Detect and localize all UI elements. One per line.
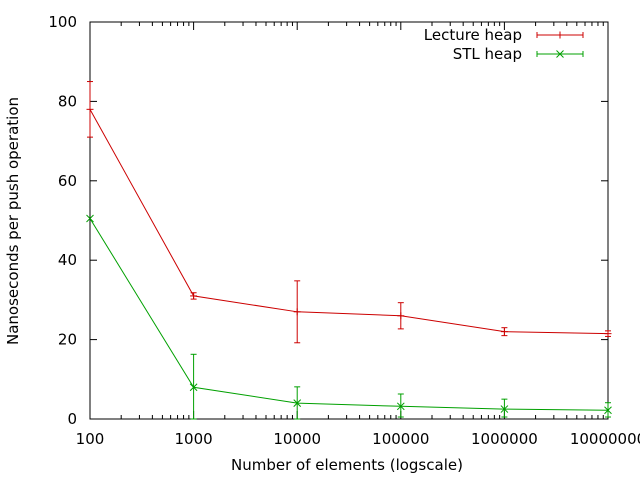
legend-label: STL heap bbox=[453, 45, 522, 63]
series-layer bbox=[86, 81, 612, 420]
data-point bbox=[86, 214, 94, 223]
plot-frame bbox=[89, 21, 609, 420]
series-line bbox=[89, 218, 609, 411]
y-tick-label: 100 bbox=[48, 13, 77, 31]
data-point bbox=[189, 383, 198, 392]
series-0 bbox=[86, 81, 612, 344]
y-tick-label: 20 bbox=[58, 331, 77, 349]
x-axis-label: Number of elements (logscale) bbox=[231, 456, 463, 474]
y-tick-label: 0 bbox=[67, 410, 77, 428]
axis-ticks bbox=[89, 21, 609, 420]
x-tick-label: 10000000 bbox=[570, 430, 640, 448]
y-tick-label: 40 bbox=[58, 251, 77, 269]
x-tick-label: 100000 bbox=[372, 430, 429, 448]
data-point bbox=[293, 399, 302, 407]
y-tick-label: 60 bbox=[58, 172, 77, 190]
x-tick-label: 1000000 bbox=[471, 430, 538, 448]
y-tick-label: 80 bbox=[58, 92, 77, 110]
axis-tick-labels: 0 20 40 60 80 100 100 1000 10000 100000 1000000 100… bbox=[48, 13, 640, 448]
x-tick-label: 10000 bbox=[273, 430, 321, 448]
x-tick-label: 100 bbox=[76, 430, 105, 448]
legend-marker bbox=[556, 50, 564, 58]
y-axis-label: Nanoseconds per push operation bbox=[4, 97, 22, 345]
legend-label: Lecture heap bbox=[424, 26, 522, 44]
x-tick-label: 1000 bbox=[175, 430, 213, 448]
data-point bbox=[500, 405, 509, 413]
series-1 bbox=[86, 214, 612, 420]
series-line bbox=[89, 109, 609, 335]
data-point bbox=[604, 406, 612, 415]
data-point bbox=[396, 402, 405, 411]
